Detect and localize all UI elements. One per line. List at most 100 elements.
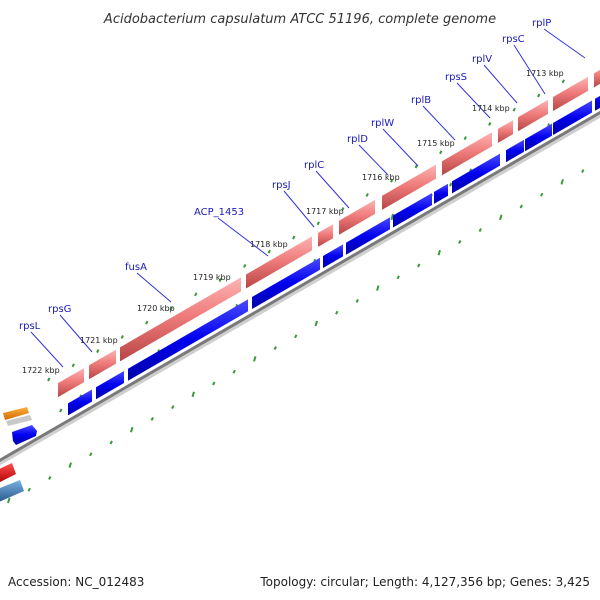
position-tick-label: 1718 kbp xyxy=(250,240,288,249)
gc-tick xyxy=(169,306,173,311)
grey-feature xyxy=(6,415,32,426)
gc-tick xyxy=(316,221,320,226)
cds-arrow xyxy=(346,217,390,255)
gc-tick xyxy=(212,381,216,386)
gc-tick xyxy=(355,298,359,303)
gc-tick xyxy=(7,497,11,504)
gc-tick xyxy=(560,179,564,185)
gc-tick xyxy=(519,204,523,209)
steel-feature xyxy=(0,480,24,502)
gc-tick xyxy=(194,292,198,297)
gc-tick xyxy=(89,452,93,457)
gc-tick xyxy=(365,192,369,197)
left-cds-arrow xyxy=(12,425,37,445)
gene-label: rpsG xyxy=(48,304,71,315)
red-feature xyxy=(0,463,16,482)
gc-tick xyxy=(581,169,585,174)
gene-label: rplB xyxy=(411,95,431,106)
gc-tick xyxy=(96,349,100,354)
gc-tick xyxy=(294,334,298,339)
cds-arrow xyxy=(434,183,448,204)
gc-tick xyxy=(537,93,541,98)
accession-text: Accession: NC_012483 xyxy=(8,575,144,589)
position-tick-label: 1719 kbp xyxy=(193,273,231,282)
gc-tick xyxy=(314,320,318,327)
cds-arrow xyxy=(393,192,432,228)
gc-tick xyxy=(512,107,516,112)
gene-label: rplV xyxy=(472,54,492,65)
cds-arrow xyxy=(68,389,92,416)
cds-arrow xyxy=(252,257,320,310)
gc-tick xyxy=(449,182,453,187)
gc-tick xyxy=(120,334,124,339)
position-tick-label: 1721 kbp xyxy=(80,336,118,345)
gc-tick xyxy=(437,249,441,256)
gc-tick xyxy=(458,239,462,244)
gc-tick xyxy=(145,320,149,325)
left-features xyxy=(0,407,37,502)
gc-tick xyxy=(414,164,418,169)
gc-tick xyxy=(171,405,175,410)
gc-tick xyxy=(27,487,31,492)
outer-gc-ticks xyxy=(7,79,585,504)
leader-line xyxy=(59,314,93,353)
cds-arrow xyxy=(595,95,600,111)
leader-line xyxy=(382,128,419,167)
gc-tick xyxy=(218,278,222,283)
gc-tick xyxy=(59,408,63,413)
gene-label: rplP xyxy=(532,18,551,29)
cds-arrow xyxy=(323,244,343,268)
gene-label: rpsS xyxy=(445,72,467,83)
leader-line xyxy=(422,105,456,141)
gc-tick xyxy=(47,377,51,382)
gene-label: rplC xyxy=(304,160,324,171)
gc-tick xyxy=(243,263,247,268)
gene-feature xyxy=(498,120,513,143)
gc-tick xyxy=(191,391,195,398)
gc-tick xyxy=(267,249,271,254)
gene-feature xyxy=(120,277,241,362)
map-title: Acidobacterium capsulatum ATCC 51196, co… xyxy=(103,12,496,27)
cds-arrow xyxy=(452,153,500,194)
gene-label: rpsJ xyxy=(272,180,291,191)
gc-tick xyxy=(109,440,113,445)
gc-tick xyxy=(499,214,503,221)
gene-label: ACP_1453 xyxy=(194,207,244,218)
cds-arrow xyxy=(128,299,248,381)
genome-backbone xyxy=(0,110,600,466)
gene-feature xyxy=(58,368,84,398)
gene-feature xyxy=(318,224,333,247)
gc-tick xyxy=(292,235,296,240)
gene-feature xyxy=(89,349,116,380)
position-tick-label: 1720 kbp xyxy=(137,304,175,313)
leader-line xyxy=(456,82,491,119)
gc-tick xyxy=(376,285,380,291)
gc-tick xyxy=(390,213,394,221)
leader-line xyxy=(513,44,546,95)
position-tick-label: 1715 kbp xyxy=(417,139,455,148)
gc-tick xyxy=(68,462,72,468)
gc-tick xyxy=(130,426,134,433)
gene-feature xyxy=(246,236,312,289)
leader-line xyxy=(283,190,315,228)
position-tick-label: 1716 kbp xyxy=(362,173,400,182)
leader-line xyxy=(315,170,350,209)
gc-tick xyxy=(478,228,482,233)
gene-feature xyxy=(518,99,548,132)
gene-label: fusA xyxy=(125,262,147,273)
leader-line xyxy=(217,217,269,257)
gene-track xyxy=(58,69,600,398)
gc-tick xyxy=(417,263,421,268)
gc-tick xyxy=(439,150,443,155)
gc-tick xyxy=(335,310,339,315)
gene-feature xyxy=(553,76,588,112)
gc-tick xyxy=(71,363,75,368)
gc-tick xyxy=(463,136,467,141)
cds-arrow xyxy=(96,371,124,400)
position-tick-label: 1713 kbp xyxy=(526,69,564,78)
cds-arrow xyxy=(506,139,524,163)
position-tick-label: 1717 kbp xyxy=(306,207,344,216)
label-leaders xyxy=(30,28,586,368)
